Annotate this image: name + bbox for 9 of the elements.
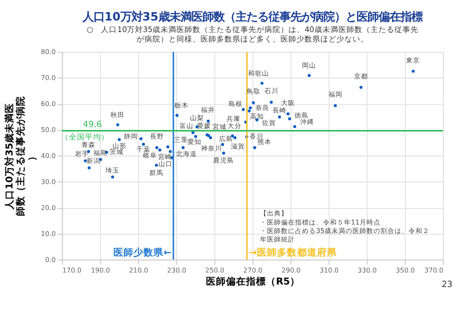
chart-title: 人口10万対35歳未満医師数（主たる従事先が病院）と医師偏在指標 (82, 9, 422, 24)
annotation: （全国平均） (60, 132, 109, 142)
ref-line-label: 49.6 (82, 120, 102, 130)
ref-line-label: →医師多数都道府県 (248, 246, 338, 259)
chart-subtitle: ○ 人口10万対35歳未満医師数（主たる従事先が病院）は、40歳未満医師数（主たる従事先が病院）と同様、医師多数県ほど多く、医師少数県ほど少ない。 (86, 24, 418, 44)
y-axis-title: 人口10万対35歳未満医師数（主たる従事先が病院） (3, 96, 38, 216)
x-axis-title: 医師偏在指標（R5） (206, 276, 300, 288)
text: 23 (442, 280, 452, 290)
ref-line-label: 医師少数県← (113, 246, 172, 259)
